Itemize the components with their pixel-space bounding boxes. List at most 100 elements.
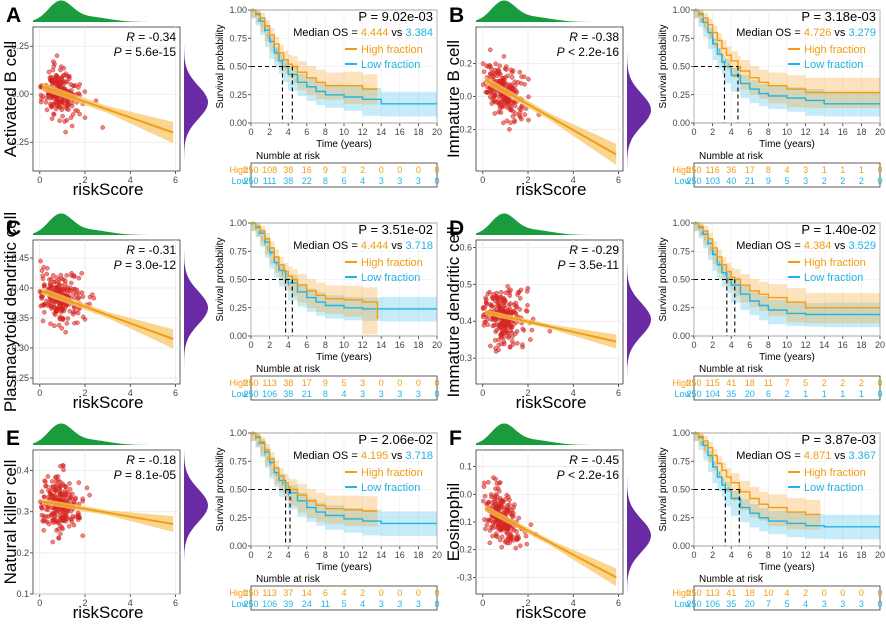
risk-low-count: 8 — [323, 176, 328, 186]
legend-high-label: High fraction — [804, 467, 866, 479]
scatter-point — [44, 298, 49, 304]
km-y-tick-label: 0.50 — [229, 485, 247, 495]
risk-high-count: 4 — [784, 588, 789, 598]
risk-high-count: 38 — [283, 165, 293, 175]
km-median-os: Median OS = 4.871 vs 3.367 — [736, 450, 876, 462]
scatter-point — [481, 69, 487, 74]
y-tick-label: 0.5 — [459, 279, 472, 289]
scatter-point — [496, 337, 501, 343]
scatter-point — [38, 303, 44, 309]
scatter-point — [48, 276, 54, 282]
right-density — [627, 450, 651, 594]
panel-A: A0 2 4 6-0.250.000.25R = -0.34P = 5.6e-15ri… — [1, 0, 442, 199]
risk-low-count: 11 — [321, 599, 330, 609]
km-x-tick-label: 18 — [413, 127, 423, 137]
risk-high-count: 17 — [745, 165, 755, 175]
scatter-point — [488, 492, 494, 497]
x-tick-label: 6 — [173, 388, 178, 398]
scatter-point — [499, 544, 505, 550]
scatter-point — [512, 302, 517, 308]
scatter-point — [491, 99, 497, 104]
scatter-ylabel: Immature dendritic cell — [444, 226, 463, 397]
risk-low-count: 9 — [766, 176, 771, 186]
y-tick-label: 0.0 — [459, 92, 472, 102]
correlation-p: P < 2.2e-16 — [557, 45, 620, 59]
scatter-ylabel: Activated B cell — [1, 41, 20, 157]
scatter-point — [524, 541, 530, 547]
scatter-point — [488, 343, 493, 349]
scatter-point — [55, 306, 60, 312]
scatter-point — [53, 475, 58, 480]
regression-line — [41, 500, 174, 526]
scatter-point — [507, 127, 512, 132]
scatter-point — [504, 67, 509, 72]
scatter-point — [62, 286, 68, 291]
scatter-point — [504, 509, 510, 515]
scatter-point — [508, 301, 513, 306]
risk-low-count: 3 — [397, 599, 402, 609]
scatter-point — [515, 80, 521, 85]
km-x-tick-label: 6 — [304, 340, 309, 350]
panel-label: B — [449, 4, 464, 27]
km-x-tick-label: 14 — [819, 340, 829, 350]
scatter-point — [66, 524, 72, 529]
km-ylabel: Survival probability — [658, 25, 669, 109]
scatter-point — [51, 517, 56, 523]
scatter-point — [482, 517, 487, 522]
scatter-point — [526, 117, 531, 123]
y-tick-label: 0.40 — [11, 283, 29, 293]
correlation-r: R = -0.45 — [569, 453, 619, 467]
panel-label: D — [449, 217, 464, 240]
scatter-point — [492, 504, 498, 510]
risk-high-label: High — [672, 588, 691, 598]
risk-high-count: 9 — [323, 378, 328, 388]
scatter-point — [485, 479, 491, 485]
km-x-tick-label: 20 — [432, 127, 442, 137]
risk-low-count: 4 — [341, 389, 346, 399]
scatter-point — [54, 528, 59, 533]
scatter-point — [515, 340, 520, 346]
scatter-point — [63, 129, 68, 135]
scatter-point — [481, 480, 487, 486]
risk-low-count: 106 — [705, 599, 720, 609]
risk-high-count: 250 — [686, 588, 701, 598]
scatter-point — [512, 119, 517, 125]
risk-high-count: 2 — [803, 588, 808, 598]
risk-low-count: 1 — [822, 389, 827, 399]
scatter-point — [80, 533, 85, 539]
km-x-tick-label: 20 — [875, 550, 885, 560]
scatter-point — [518, 296, 523, 301]
scatter-point — [510, 68, 516, 74]
right-density — [627, 27, 651, 171]
km-high-ci — [694, 223, 880, 324]
top-density — [476, 0, 623, 22]
km-y-tick-label: 0.00 — [672, 118, 690, 128]
km-x-tick-label: 12 — [358, 550, 368, 560]
panel-F: F0 2 4 6-0.3-0.2-0.10.00.1 R = -0.45P < 2.2e… — [444, 423, 885, 622]
risk-high-count: 0 — [379, 588, 384, 598]
scatter-point — [518, 287, 524, 293]
scatter-point — [505, 307, 511, 313]
risk-high-count: 0 — [877, 378, 882, 388]
risk-table-title: Numble at risk — [256, 151, 321, 162]
risk-high-label: High — [229, 378, 248, 388]
scatter-point — [508, 534, 514, 539]
risk-low-label: Low — [674, 389, 691, 399]
risk-low-count: 3 — [360, 389, 365, 399]
regression-line — [41, 290, 174, 340]
x-tick-label: 4 — [128, 388, 133, 398]
scatter-point — [502, 97, 508, 102]
km-y-tick-label: 0.75 — [672, 456, 690, 466]
y-tick-label: 0.3 — [459, 353, 472, 363]
risk-low-label: Low — [674, 176, 691, 186]
km-x-tick-label: 10 — [782, 340, 792, 350]
top-density — [33, 0, 180, 22]
y-tick-label: -0.2 — [456, 545, 472, 555]
km-high-curve — [694, 222, 880, 309]
scatter-point — [483, 299, 489, 305]
scatter-point — [482, 305, 487, 311]
risk-low-count: 2 — [822, 176, 827, 186]
km-y-tick-label: 0.00 — [672, 541, 690, 551]
scatter-point — [519, 74, 524, 79]
x-tick-label: 4 — [128, 598, 133, 608]
